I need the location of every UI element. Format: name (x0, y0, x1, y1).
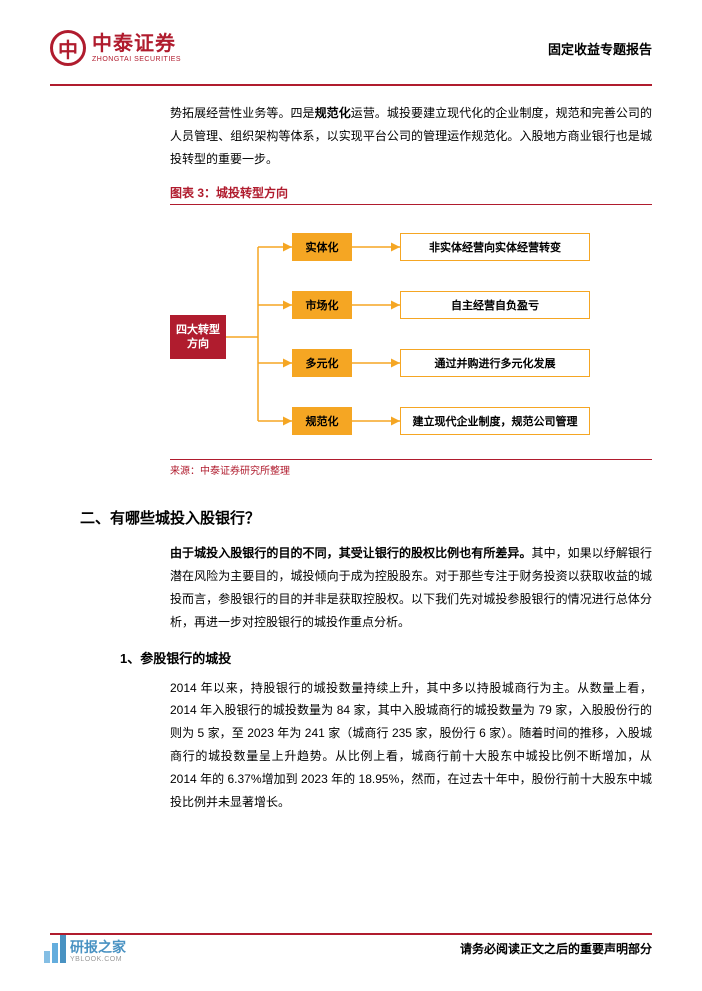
diagram-leaf-node: 建立现代企业制度，规范公司管理 (400, 407, 590, 435)
diagram-leaf-node: 非实体经营向实体经营转变 (400, 233, 590, 261)
figure-3: 图表 3：城投转型方向 四大转型 方向 实体化 非实体经营向实体经营转变市场化 自主… (170, 184, 652, 477)
page-header: 中 中泰证券 ZHONGTAI SECURITIES 固定收益专题报告 (50, 30, 652, 66)
section-2-para: 由于城投入股银行的目的不同，其受让银行的股权比例也有所差异。其中，如果以纾解银行… (170, 542, 652, 633)
diagram-leaf-node: 通过并购进行多元化发展 (400, 349, 590, 377)
watermark-icon (44, 935, 66, 963)
header-divider (50, 84, 652, 86)
watermark-text-cn: 研报之家 (70, 940, 126, 954)
company-logo: 中 中泰证券 ZHONGTAI SECURITIES (50, 30, 181, 66)
subsection-1-para: 2014 年以来，持股银行的城投数量持续上升，其中多以持股城商行为主。从数量上看… (170, 677, 652, 814)
subsection-1-title: 1、参股银行的城投 (120, 648, 652, 667)
diagram-mid-node: 市场化 (292, 291, 352, 319)
watermark: 研报之家 YBLOOK.COM (44, 935, 126, 963)
diagram-mid-node: 多元化 (292, 349, 352, 377)
figure-caption: 图表 3：城投转型方向 (170, 184, 652, 205)
footer-note: 请务必阅读正文之后的重要声明部分 (460, 940, 652, 957)
logo-icon: 中 (50, 30, 86, 66)
report-title: 固定收益专题报告 (548, 39, 652, 58)
diagram-mid-node: 规范化 (292, 407, 352, 435)
logo-text-cn: 中泰证券 (92, 34, 181, 54)
section-2-title: 二、有哪些城投入股银行？ (80, 507, 652, 528)
watermark-text-en: YBLOOK.COM (70, 956, 126, 963)
diagram-root-node: 四大转型 方向 (170, 315, 226, 359)
transformation-diagram: 四大转型 方向 实体化 非实体经营向实体经营转变市场化 自主经营自负盈亏多元化 通过并… (170, 215, 652, 455)
diagram-leaf-node: 自主经营自负盈亏 (400, 291, 590, 319)
paragraph-1: 势拓展经营性业务等。四是规范化运营。城投要建立现代化的企业制度，规范和完善公司的… (170, 102, 652, 170)
figure-source: 来源：中泰证券研究所整理 (170, 459, 652, 477)
logo-text-en: ZHONGTAI SECURITIES (92, 56, 181, 63)
diagram-mid-node: 实体化 (292, 233, 352, 261)
footer-divider (50, 933, 652, 935)
